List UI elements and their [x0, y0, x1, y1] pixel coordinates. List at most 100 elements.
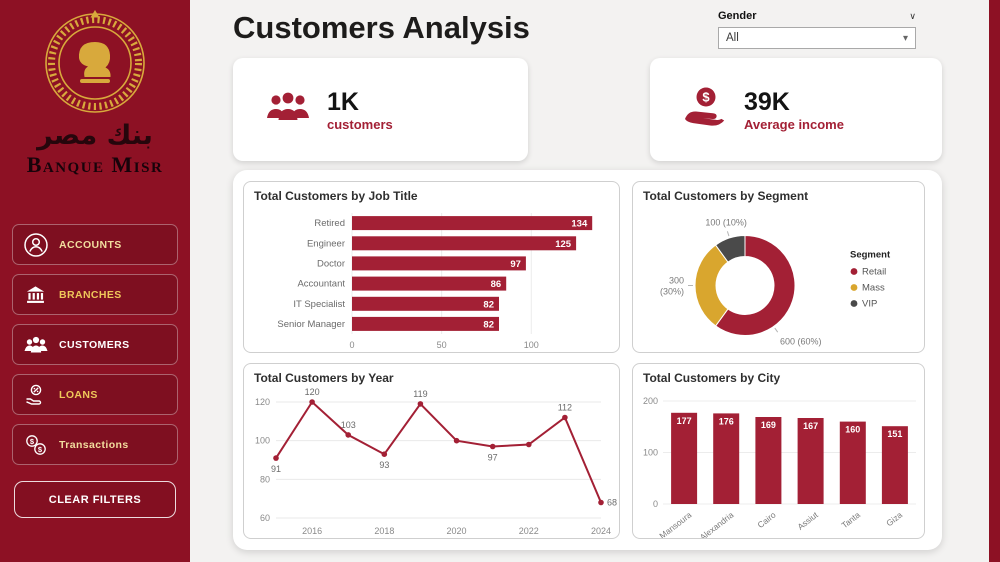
svg-text:$: $ [29, 436, 34, 445]
svg-text:Cairo: Cairo [755, 510, 777, 531]
segment-donut-chart[interactable]: 600 (60%) 300 (30%) 100 (10%) Segment Retail M… [633, 205, 924, 352]
svg-text:$: $ [702, 90, 710, 105]
svg-text:167: 167 [803, 421, 818, 431]
svg-text:103: 103 [341, 420, 356, 430]
people-group-icon [265, 90, 311, 129]
chevron-down-icon: ▾ [902, 32, 908, 44]
svg-text:Assiut: Assiut [795, 509, 820, 532]
clear-filters-button[interactable]: CLEAR FILTERS [14, 481, 176, 518]
panel-job-title: Total Customers by Job Title 0 50 100 Retir… [243, 181, 620, 353]
kpi-text: 39K Average income [744, 87, 844, 132]
svg-text:200: 200 [643, 396, 658, 406]
svg-text:Retail: Retail [862, 267, 886, 278]
panel-city: Total Customers by City 0 100 200 177 Mansou… [632, 363, 925, 539]
svg-text:160: 160 [845, 425, 860, 435]
gender-dropdown[interactable]: All ▾ [718, 27, 916, 49]
gender-slicer-label: Gender [718, 10, 757, 22]
gender-dropdown-value: All [726, 32, 739, 44]
svg-text:Tanta: Tanta [839, 510, 862, 531]
svg-text:93: 93 [379, 460, 389, 470]
svg-text:300(30%): 300 (30%) [660, 276, 684, 297]
svg-text:169: 169 [761, 420, 776, 430]
svg-text:60: 60 [260, 513, 270, 523]
svg-text:97: 97 [510, 259, 521, 270]
svg-text:125: 125 [555, 239, 572, 250]
svg-text:0: 0 [349, 340, 354, 350]
sidebar-item-customers[interactable]: CUSTOMERS [12, 324, 178, 365]
svg-text:2020: 2020 [447, 526, 467, 536]
svg-text:0: 0 [653, 499, 658, 509]
kpi-value: 1K [327, 88, 359, 116]
hand-percent-icon [22, 383, 49, 407]
brand-latin: Banque Misr [26, 152, 164, 178]
job-title-bar-chart[interactable]: 0 50 100 Retired 134 Engineer 125 Doctor 97 Accou… [244, 205, 619, 352]
sidebar-item-label: LOANS [59, 388, 98, 401]
money-exchange-icon: $ $ [22, 433, 49, 457]
users-icon [22, 334, 49, 355]
svg-text:IT Specialist: IT Specialist [293, 299, 345, 310]
svg-text:Accountant: Accountant [297, 279, 345, 290]
panel-title: Total Customers by Year [254, 371, 394, 385]
svg-text:Alexandria: Alexandria [698, 510, 736, 538]
sidebar-item-label: BRANCHES [59, 288, 122, 301]
svg-text:VIP: VIP [862, 299, 877, 310]
gender-slicer: Gender ∨ All ▾ [718, 10, 916, 49]
panel-year: Total Customers by Year 60 80 100 120 2016 20… [243, 363, 620, 539]
slicer-collapse-icon[interactable]: ∨ [909, 10, 916, 21]
panel-title: Total Customers by City [643, 371, 781, 385]
svg-text:82: 82 [483, 299, 494, 310]
panel-segment: Total Customers by Segment 600 (60%) 300(… [632, 181, 925, 353]
svg-text:Doctor: Doctor [317, 258, 345, 269]
city-bar-chart[interactable]: 0 100 200 177 Mansoura 176 Alexandria 169 Cairo 1… [633, 387, 924, 538]
sidebar-item-accounts[interactable]: ACCOUNTS [12, 224, 178, 265]
svg-text:$: $ [37, 444, 42, 453]
page-title: Customers Analysis [233, 10, 530, 45]
pharaoh-emblem-icon [45, 10, 145, 113]
svg-text:Senior Manager: Senior Manager [277, 319, 345, 330]
sidebar-item-label: Transactions [59, 438, 129, 451]
svg-text:86: 86 [491, 279, 502, 290]
main-area: Customers Analysis Gender ∨ All ▾ [190, 0, 989, 562]
user-icon [22, 232, 49, 258]
svg-text:100: 100 [255, 436, 270, 446]
svg-text:91: 91 [271, 464, 281, 474]
svg-text:134: 134 [571, 219, 588, 230]
kpi-card-average-income: $ 39K Average income [650, 58, 942, 161]
svg-text:80: 80 [260, 474, 270, 484]
brand-arabic: بنك مصر [37, 120, 153, 151]
svg-text:Engineer: Engineer [307, 238, 345, 249]
svg-text:2018: 2018 [374, 526, 394, 536]
svg-text:112: 112 [558, 402, 572, 412]
sidebar: بنك مصر Banque Misr ACCOUNTS [0, 0, 190, 562]
sidebar-item-branches[interactable]: BRANCHES [12, 274, 178, 315]
charts-card: Total Customers by Job Title 0 50 100 Retir… [233, 170, 942, 550]
svg-text:177: 177 [677, 416, 692, 426]
svg-text:Segment: Segment [850, 250, 891, 261]
svg-text:68: 68 [607, 498, 617, 508]
sidebar-item-label: CUSTOMERS [59, 338, 130, 351]
gender-slicer-header: Gender ∨ [718, 10, 916, 22]
svg-text:100: 100 [524, 340, 539, 350]
sidebar-menu: ACCOUNTS BRANCHES [12, 224, 178, 465]
svg-text:151: 151 [887, 429, 902, 439]
year-line-chart[interactable]: 60 80 100 120 2016 2018 2020 2022 2024 91 120 103 93… [244, 387, 619, 538]
kpi-text: 1K customers [327, 87, 393, 132]
kpi-card-customers: 1K customers [233, 58, 528, 161]
sidebar-item-transactions[interactable]: $ $ Transactions [12, 424, 178, 465]
svg-text:2024: 2024 [591, 526, 611, 536]
sidebar-item-loans[interactable]: LOANS [12, 374, 178, 415]
svg-text:Retired: Retired [314, 218, 345, 229]
svg-text:120: 120 [305, 387, 320, 397]
kpi-value: 39K [744, 88, 790, 116]
svg-text:Mass: Mass [862, 283, 885, 294]
right-accent-strip [989, 0, 1000, 562]
bank-logo [0, 0, 190, 121]
panel-title: Total Customers by Segment [643, 189, 809, 203]
svg-text:100 (10%): 100 (10%) [705, 217, 747, 227]
svg-text:82: 82 [483, 319, 494, 330]
svg-text:2016: 2016 [302, 526, 322, 536]
sidebar-item-label: ACCOUNTS [59, 238, 122, 251]
svg-text:50: 50 [437, 340, 447, 350]
svg-text:176: 176 [719, 416, 734, 426]
